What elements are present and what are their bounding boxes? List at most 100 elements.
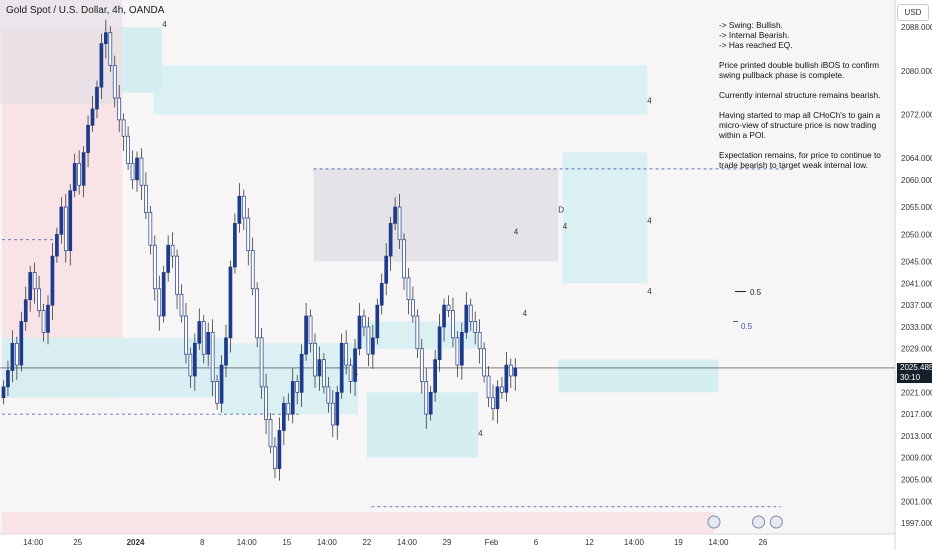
candle-bull	[135, 157, 139, 181]
candle-bear	[313, 342, 317, 377]
note-line: -> Swing: Bullish.	[719, 20, 783, 30]
x-tick-label: 8	[200, 538, 205, 547]
candle-bear	[241, 195, 246, 219]
candle-bear	[344, 342, 348, 366]
candle-bull	[166, 244, 170, 273]
candle-bull	[81, 152, 86, 186]
currency-button[interactable]: USD	[897, 4, 929, 21]
y-tick-label: 2001.000	[901, 497, 932, 506]
x-tick-label: 6	[534, 538, 539, 547]
candle-bear	[486, 375, 491, 399]
y-tick-label: 2017.000	[901, 410, 932, 419]
candle-bull	[460, 332, 464, 366]
x-tick-label: 14:00	[237, 538, 258, 547]
time-axis-panel[interactable]	[0, 534, 895, 550]
candle-bear	[451, 310, 455, 339]
candle-bull	[277, 430, 282, 469]
candle-bull	[28, 272, 33, 301]
candle-bull	[206, 332, 211, 355]
x-tick-label: 14:00	[23, 538, 44, 547]
candle-bull	[428, 391, 433, 415]
candle-bear	[295, 381, 300, 393]
candle-bull	[299, 353, 304, 393]
zone-supply	[313, 168, 559, 262]
y-tick-label: 2021.000	[901, 388, 932, 397]
x-tick-label: 12	[585, 538, 594, 547]
candle-bear	[246, 217, 251, 252]
zone-marker: 4	[162, 20, 167, 29]
candle-bear	[175, 255, 179, 295]
x-tick-label: 14:00	[624, 538, 645, 547]
candle-bear	[286, 402, 291, 415]
candle-bull	[193, 342, 197, 377]
candle-bull	[353, 348, 357, 382]
candle-bull	[1, 386, 6, 399]
zone-marker: 4	[647, 97, 652, 106]
candle-bear	[77, 163, 82, 186]
candle-bear	[188, 353, 193, 377]
candle-bull	[224, 337, 228, 366]
candle-bull	[23, 299, 28, 322]
candle-bull	[233, 223, 237, 268]
zone-marker: 4	[647, 216, 652, 225]
x-tick-label: Feb	[485, 538, 499, 547]
y-tick-label: 2033.000	[901, 323, 932, 332]
x-tick-label: 2024	[127, 538, 145, 547]
candle-bull	[6, 370, 10, 388]
candle-bear	[130, 163, 135, 181]
economic-event-icon[interactable]	[707, 515, 721, 529]
price-axis-panel[interactable]	[895, 0, 932, 550]
economic-event-icon[interactable]	[769, 515, 783, 529]
candle-bear	[201, 321, 206, 355]
candle-bear	[330, 402, 335, 426]
note-line: Expectation remains, for price to contin…	[719, 150, 881, 170]
candle-bear	[308, 315, 313, 344]
zone-marker: D	[558, 206, 564, 215]
candle-bear	[491, 397, 495, 410]
zone-marker: 4	[563, 222, 568, 231]
candle-bull	[19, 321, 24, 366]
chart-title: Gold Spot / U.S. Dollar, 4h, OANDA	[6, 5, 165, 16]
candle-bear	[482, 348, 486, 377]
candle-bear	[210, 332, 215, 382]
y-tick-label: 2060.000	[901, 176, 932, 185]
candle-bull	[513, 367, 518, 377]
candle-bear	[215, 381, 219, 404]
candle-bull	[219, 364, 224, 404]
candle-bear	[108, 32, 113, 66]
candle-bear	[326, 386, 331, 404]
candle-bull	[495, 386, 500, 410]
candle-bear	[170, 244, 175, 257]
zone-demand	[220, 343, 358, 415]
candle-bear	[508, 364, 513, 377]
zone-marker: 4	[354, 369, 359, 378]
candle-bear	[348, 364, 353, 382]
candle-bear	[139, 157, 144, 186]
zone-demand	[122, 27, 163, 93]
y-tick-label: 2080.000	[901, 67, 932, 76]
y-tick-label: 2088.000	[901, 23, 932, 32]
candle-bear	[179, 293, 184, 317]
candle-bear	[455, 337, 460, 366]
candle-bull	[442, 304, 446, 328]
candle-bear	[473, 321, 478, 333]
candle-bull	[393, 206, 397, 224]
candle-bear	[255, 288, 259, 339]
candle-bear	[63, 206, 68, 252]
candle-bear	[15, 342, 19, 366]
zone-demand	[153, 65, 648, 115]
candle-bull	[335, 391, 340, 426]
y-tick-label: 2029.000	[901, 345, 932, 354]
x-tick-label: 26	[758, 538, 767, 547]
candle-bear	[402, 239, 406, 279]
economic-event-icon[interactable]	[752, 515, 765, 529]
y-tick-label: 2072.000	[901, 110, 932, 119]
candle-bear	[397, 206, 402, 241]
y-tick-label: 2005.000	[901, 476, 932, 485]
note-line: Price printed double bullish iBOS to con…	[719, 60, 880, 80]
zone-marker: 4	[523, 309, 528, 318]
candle-bear	[468, 304, 473, 322]
candle-bull	[95, 86, 99, 110]
